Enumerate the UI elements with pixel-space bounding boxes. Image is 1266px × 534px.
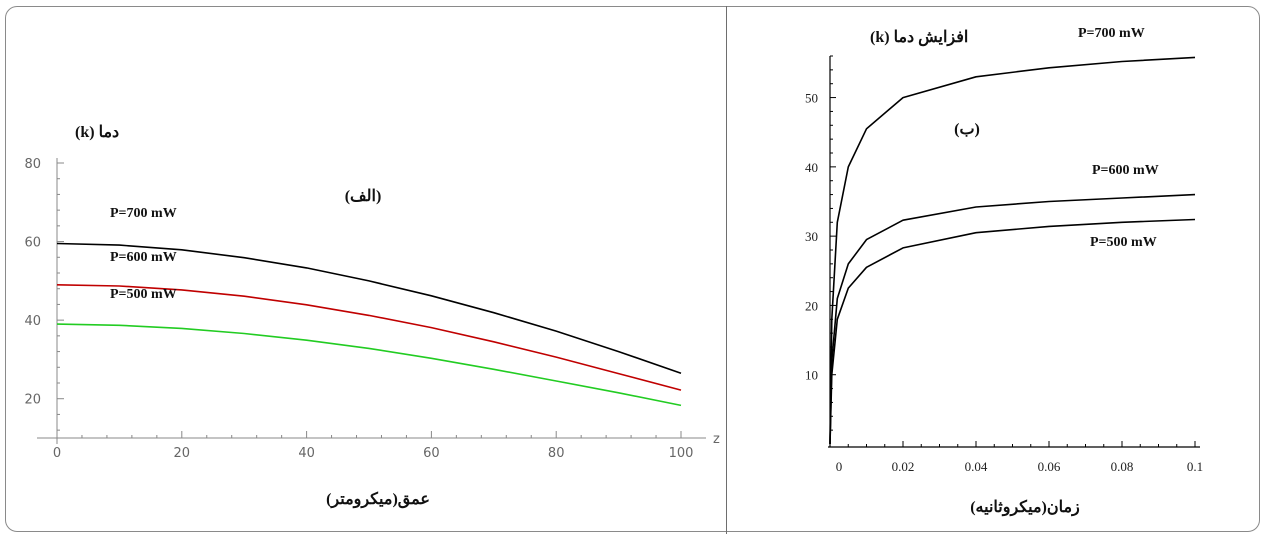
panel-a-y-tick-label: 40 [24, 314, 41, 329]
panel-a-series-label: P=500 mW [110, 287, 177, 302]
panel-a-series-line [56, 242, 682, 374]
panel-b-series-line [829, 218, 1196, 445]
panel-b-x-tick-label: 0 [836, 459, 843, 474]
panel-a-x-tick-label: 40 [298, 446, 315, 461]
panel-b-y-tick-label: 30 [805, 229, 818, 244]
panel-b-series-label: P=700 mW [1078, 26, 1145, 41]
panel-a-y-tick-label: 20 [24, 393, 41, 408]
panel-a-series-label: P=700 mW [110, 206, 177, 221]
panel-b-x-tick-label: 0.04 [965, 459, 988, 474]
panel-b-y-tick-label: 50 [805, 91, 818, 106]
panel-a-y-tick-label: 80 [24, 157, 41, 172]
panel-b-x-tick-label: 0.1 [1187, 459, 1203, 474]
panel-b-series-label: P=500 mW [1090, 235, 1157, 250]
panel-b-label: (ب) [954, 121, 980, 138]
figure-frame [5, 6, 1260, 532]
panel-a-x-tick-label: 60 [423, 446, 440, 461]
panel-a-ylabel: دما (k) [75, 124, 119, 141]
panel-b-series-label: P=600 mW [1092, 163, 1159, 178]
panel-b-series-line [829, 56, 1196, 445]
panel-a-series-line [56, 323, 682, 407]
panel-a-plot: 0 20 40 60 80 100 20 40 60 80 P=700 mW P=600 mW P=50… [24, 157, 706, 461]
panel-a-series-line [56, 284, 682, 391]
panel-b-plot: 0 0.02 0.04 0.06 0.08 0.1 10 20 30 40 50 P=700 mW P=… [805, 26, 1203, 474]
panel-a-x-tick-label: 20 [174, 446, 191, 461]
panel-b-y-tick-label: 20 [805, 298, 818, 313]
panel-a-label: (الف) [345, 188, 382, 205]
panel-a-x-axis-letter: z [713, 432, 720, 447]
panel-a-xlabel: عمق(میکرومتر) [326, 491, 430, 509]
panel-b-x-tick-label: 0.02 [892, 459, 915, 474]
panel-divider [726, 6, 727, 534]
panel-b-y-tick-label: 40 [805, 160, 818, 175]
panel-a-x-tick-label: 100 [669, 446, 694, 461]
panel-a-series-label: P=600 mW [110, 250, 177, 265]
panel-b-x-tick-label: 0.08 [1111, 459, 1134, 474]
panel-a-y-tick-label: 60 [24, 236, 41, 251]
panel-b-y-tick-label: 10 [805, 368, 818, 383]
panel-a-x-tick-label: 80 [548, 446, 565, 461]
panel-b-xlabel: زمان(میکروثانیه) [970, 499, 1080, 517]
panel-b-series-line [829, 193, 1196, 445]
panel-a-x-tick-label: 0 [53, 446, 61, 461]
panel-b-ylabel: افزایش دما (k) [870, 29, 968, 47]
panel-b-x-tick-label: 0.06 [1038, 459, 1061, 474]
